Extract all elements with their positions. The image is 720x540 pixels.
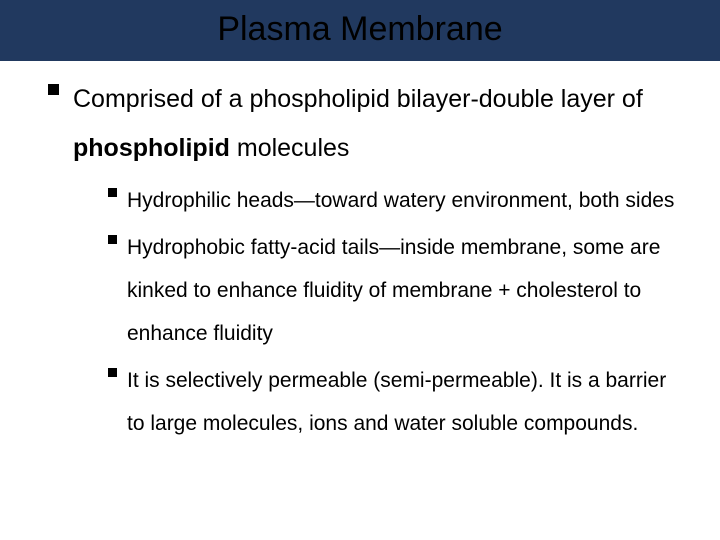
level2-text: It is selectively permeable (semi-permea…: [127, 359, 680, 445]
slide-content: Comprised of a phospholipid bilayer-doub…: [0, 61, 720, 445]
level2-text: Hydrophobic fatty-acid tails—inside memb…: [127, 226, 680, 355]
slide-title: Plasma Membrane: [217, 10, 502, 48]
level1-suffix: molecules: [230, 134, 350, 162]
square-bullet-icon: [48, 84, 59, 95]
level1-text: Comprised of a phospholipid bilayer-doub…: [73, 75, 680, 173]
bullet-level2: Hydrophilic heads—toward watery environm…: [108, 179, 680, 222]
slide: Plasma Membrane Comprised of a phospholi…: [0, 0, 720, 540]
bullet-row: Comprised of a phospholipid bilayer-doub…: [48, 75, 680, 173]
level2-list: Hydrophilic heads—toward watery environm…: [48, 173, 680, 445]
bullet-level2: Hydrophobic fatty-acid tails—inside memb…: [108, 226, 680, 355]
bullet-level2: It is selectively permeable (semi-permea…: [108, 359, 680, 445]
bullet-level1: Comprised of a phospholipid bilayer-doub…: [48, 75, 680, 445]
level1-bold: phospholipid: [73, 134, 230, 162]
square-bullet-icon: [108, 235, 117, 244]
square-bullet-icon: [108, 368, 117, 377]
title-bar: Plasma Membrane: [0, 0, 720, 61]
square-bullet-icon: [108, 188, 117, 197]
level2-text: Hydrophilic heads—toward watery environm…: [127, 179, 674, 222]
level1-prefix: Comprised of a phospholipid bilayer-doub…: [73, 85, 643, 113]
